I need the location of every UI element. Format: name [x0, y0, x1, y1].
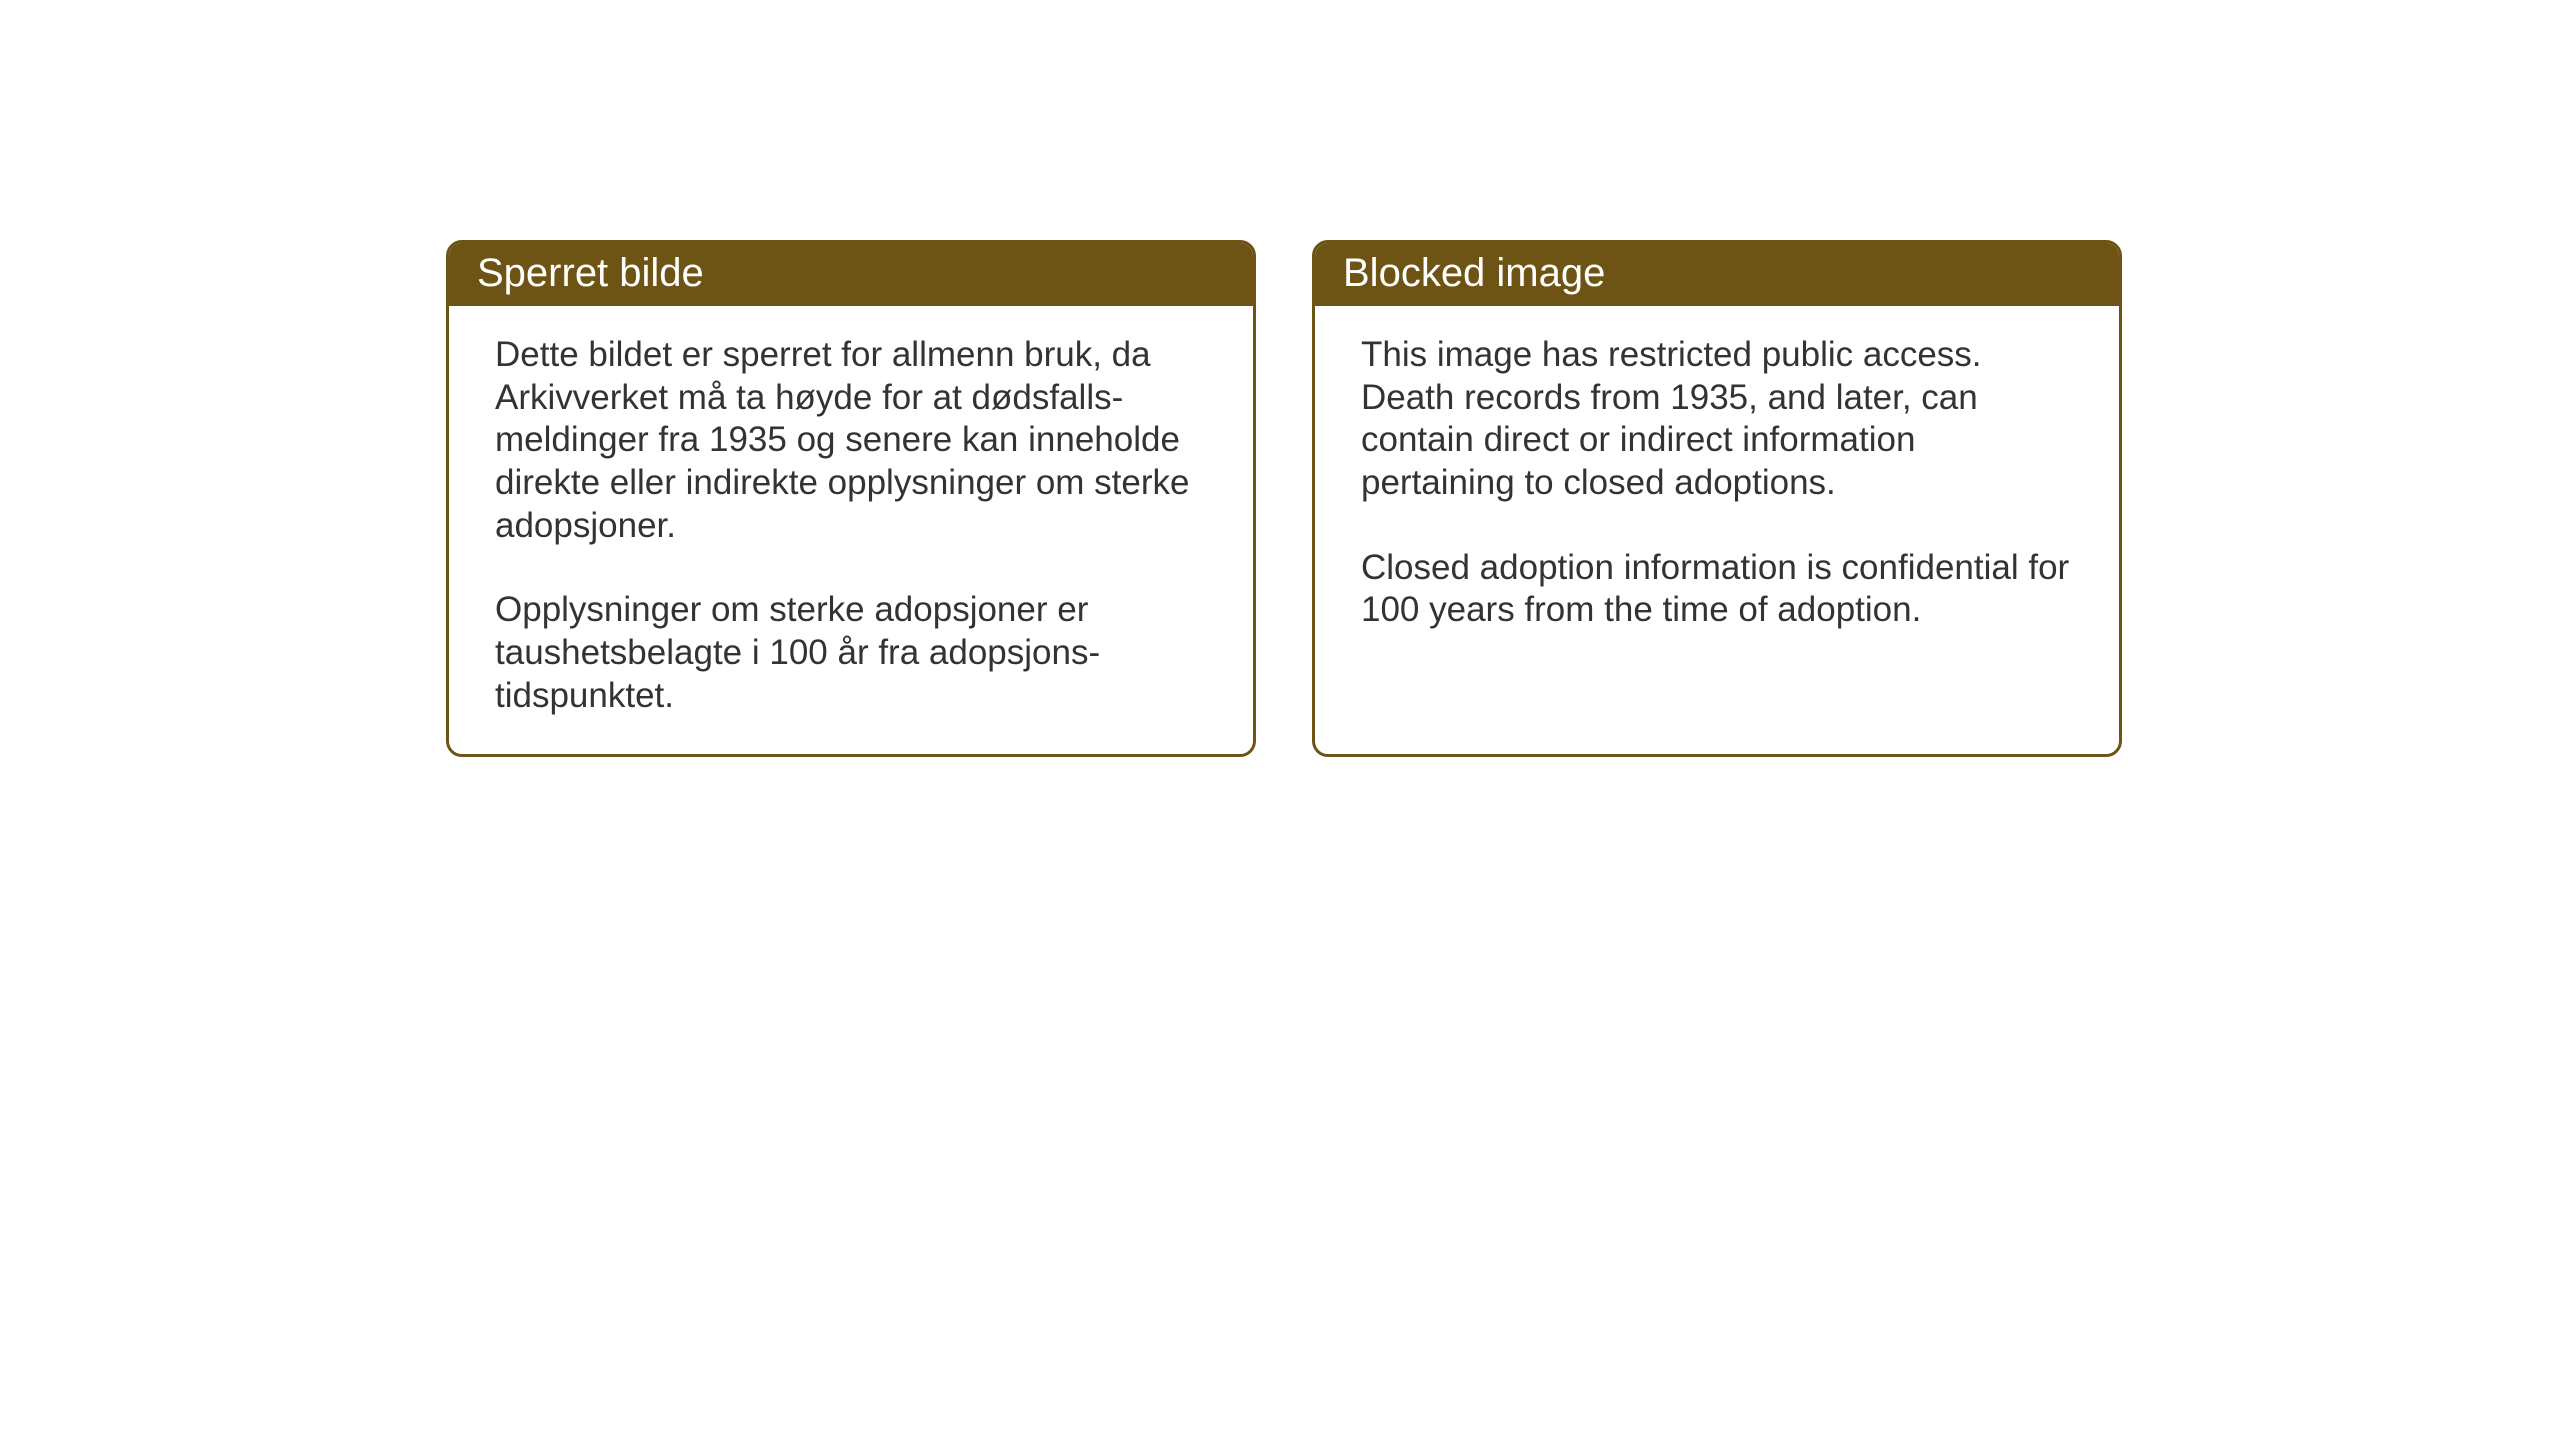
notice-title-english: Blocked image	[1343, 251, 1605, 295]
notice-header-norwegian: Sperret bilde	[449, 243, 1253, 306]
notice-container: Sperret bilde Dette bildet er sperret fo…	[446, 240, 2122, 757]
notice-body-norwegian: Dette bildet er sperret for allmenn bruk…	[449, 306, 1253, 754]
notice-card-english: Blocked image This image has restricted …	[1312, 240, 2122, 757]
notice-card-norwegian: Sperret bilde Dette bildet er sperret fo…	[446, 240, 1256, 757]
notice-header-english: Blocked image	[1315, 243, 2119, 306]
notice-para2-english: Closed adoption information is confident…	[1361, 547, 2073, 632]
notice-body-english: This image has restricted public access.…	[1315, 306, 2119, 708]
notice-para2-norwegian: Opplysninger om sterke adopsjoner er tau…	[495, 589, 1207, 717]
notice-para1-norwegian: Dette bildet er sperret for allmenn bruk…	[495, 334, 1207, 547]
notice-title-norwegian: Sperret bilde	[477, 251, 704, 295]
notice-para1-english: This image has restricted public access.…	[1361, 334, 2073, 505]
